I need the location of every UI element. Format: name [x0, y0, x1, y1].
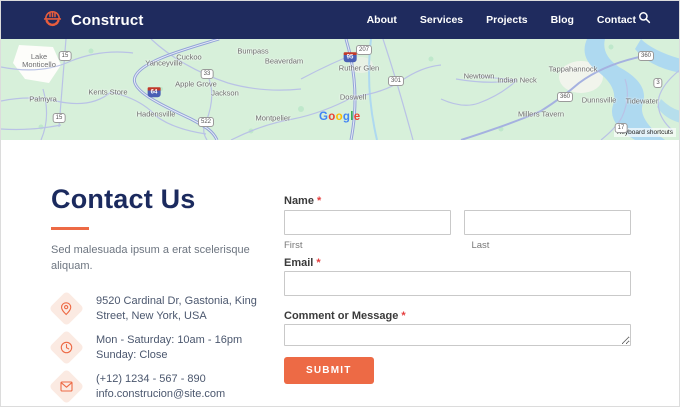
map-place-label: Yanceyville [145, 58, 183, 68]
address-text: 9520 Cardinal Dr, Gastonia, King Street,… [96, 295, 257, 322]
brand-name: Construct [71, 11, 144, 29]
route-shield: 15 [58, 51, 72, 61]
route-shield: 301 [387, 76, 405, 86]
site-header: Construct About Services Projects Blog Conta… [1, 1, 679, 39]
map-place-label: Lake Monticello [22, 52, 56, 69]
message-wrap [284, 324, 631, 346]
contact-info-column: Contact Us Sed malesuada ipsum a erat sc… [48, 184, 266, 406]
first-caption: First [284, 240, 303, 251]
required-asterisk: * [401, 310, 406, 322]
map-place-label: Kents Store [88, 87, 128, 97]
route-shield: 207 [355, 45, 373, 55]
interstate-shield: 95 [343, 52, 357, 62]
map-place-label: Apple Grove [175, 79, 217, 89]
required-asterisk: * [316, 257, 321, 269]
nav-item-services[interactable]: Services [419, 14, 464, 26]
phone-email-text: (+12) 1234 - 567 - 890 info.construcion@… [96, 373, 226, 400]
route-shield: 33 [200, 69, 214, 79]
last-name-input[interactable] [464, 210, 631, 235]
nav-item-about[interactable]: About [366, 14, 397, 26]
page-title: Contact Us [51, 184, 196, 214]
map-place-label: Millers Tavern [517, 109, 565, 119]
route-shield: 15 [52, 113, 66, 123]
contact-section: Contact Us Sed malesuada ipsum a erat sc… [1, 140, 679, 406]
first-name-input[interactable] [284, 210, 451, 235]
name-label: Name * [284, 195, 322, 207]
map-labels: Google Keyboard shortcuts Lake Monticell… [1, 39, 679, 140]
route-shield: 360 [637, 51, 655, 61]
map-place-label: Palmyra [29, 94, 57, 104]
nav-item-blog[interactable]: Blog [550, 14, 574, 26]
address-item: 9520 Cardinal Dr, Gastonia, King Street,… [48, 290, 266, 327]
name-captions: First Last [284, 240, 631, 251]
map-place-label: Ruther Glen [338, 63, 380, 73]
map-place-label: Newtown [463, 71, 495, 81]
intro-text: Sed malesuada ipsum a erat scelerisque a… [51, 244, 250, 272]
google-logo[interactable]: Google [319, 111, 361, 123]
email-wrap [284, 271, 631, 296]
hours-text: Mon - Saturday: 10am - 16pm Sunday: Clos… [96, 334, 243, 361]
map-place-label: Hadensville [136, 109, 176, 119]
submit-button[interactable]: SUBMIT [284, 357, 374, 384]
map-place-label: Tidewater [625, 96, 659, 106]
map-place-label: Bumpass [237, 46, 269, 56]
title-underline [51, 227, 89, 230]
email-input[interactable] [284, 271, 631, 296]
search-button[interactable] [638, 11, 651, 29]
map-graphics [1, 39, 679, 140]
location-pin-icon [48, 290, 85, 327]
search-icon [638, 11, 651, 29]
interstate-shield: 64 [147, 87, 161, 97]
route-shield: 3 [653, 78, 663, 88]
message-textarea[interactable] [284, 324, 631, 346]
map-place-label: Beaverdam [264, 56, 304, 66]
info-list: 9520 Cardinal Dr, Gastonia, King Street,… [48, 290, 266, 405]
message-label: Comment or Message * [284, 310, 406, 322]
route-shield: 522 [197, 117, 215, 127]
map-place-label: Tappahannock [548, 64, 598, 74]
hard-hat-logo-icon [41, 6, 64, 34]
google-map-embed[interactable]: Google Keyboard shortcuts Lake Monticell… [1, 39, 679, 140]
name-row [284, 210, 631, 235]
route-shield: 360 [556, 92, 574, 102]
map-place-label: Dunnsville [581, 95, 617, 105]
hours-item: Mon - Saturday: 10am - 16pm Sunday: Clos… [48, 329, 266, 366]
nav-item-contact[interactable]: Contact [596, 14, 636, 26]
map-place-label: Indian Neck [497, 75, 537, 85]
envelope-icon [48, 368, 85, 405]
last-caption: Last [471, 240, 490, 251]
clock-icon [48, 329, 85, 366]
route-shield: 17 [614, 123, 628, 133]
brand[interactable]: Construct [41, 6, 144, 34]
keyboard-shortcuts-link[interactable]: Keyboard shortcuts [613, 128, 676, 137]
main-nav: About Services Projects Blog Contact [367, 14, 636, 26]
nav-item-projects[interactable]: Projects [486, 14, 528, 26]
map-place-label: Jackson [211, 88, 239, 98]
required-asterisk: * [316, 195, 322, 207]
contact-details-item: (+12) 1234 - 567 - 890 info.construcion@… [48, 368, 266, 405]
map-place-label: Cuckoo [176, 52, 202, 62]
email-label: Email * [284, 257, 321, 269]
map-place-label: Montpelier [255, 113, 291, 123]
map-place-label: Doswell [339, 92, 367, 102]
